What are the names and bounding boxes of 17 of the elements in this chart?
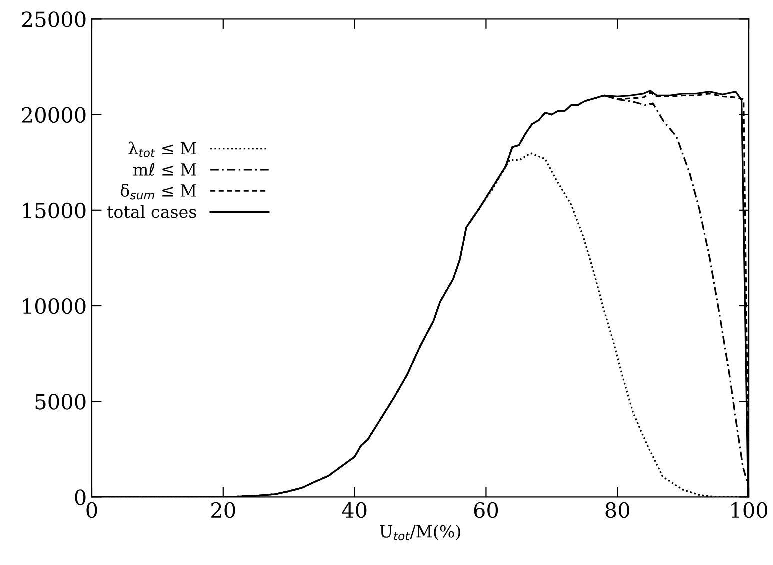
legend-label: mℓ ≤ M <box>134 163 196 176</box>
x-tick-label: 80 <box>606 502 630 518</box>
x-tick-label: 40 <box>342 502 367 518</box>
legend-label: λ$_{tot}$ ≤ M <box>128 142 196 158</box>
x-tick-label: 60 <box>474 502 498 518</box>
legend-label: δ$_{sum}$ ≤ M <box>120 184 196 200</box>
y-tick-label: 5000 <box>36 394 86 410</box>
y-tick-label: 10000 <box>23 298 86 314</box>
y-tick-label: 20000 <box>22 107 86 124</box>
x-tick-label: 0 <box>86 502 98 518</box>
x-axis-title: U$_{tot}$/M(%) <box>380 525 460 541</box>
y-tick-label: 15000 <box>23 202 86 219</box>
y-tick-label: 25000 <box>22 12 86 28</box>
x-tick-label: 100 <box>732 502 768 518</box>
x-tick-label: 20 <box>212 502 236 518</box>
legend-label: total cases <box>107 205 196 218</box>
y-tick-label: 0 <box>75 490 86 506</box>
